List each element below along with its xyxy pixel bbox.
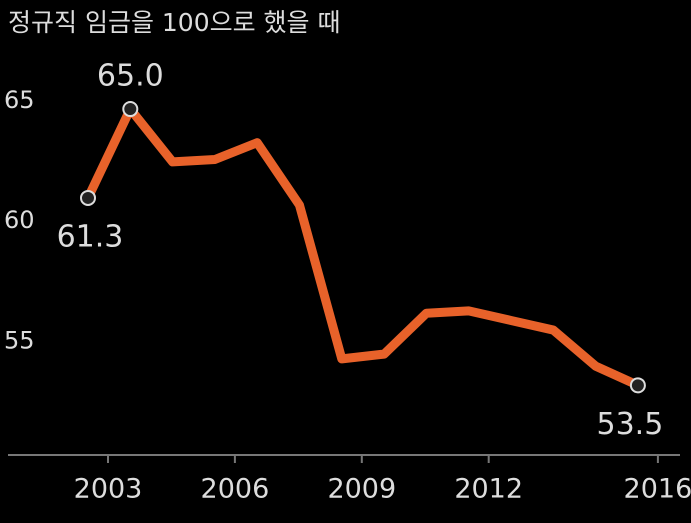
x-tick-label: 2009 [327,474,396,505]
y-tick-label: 60 [4,206,35,234]
point-marker [629,377,646,394]
x-tick-label: 2003 [74,474,143,505]
point-marker [122,101,139,118]
y-tick-label: 55 [4,326,35,354]
line [83,104,640,390]
point-marker [80,189,96,206]
data-label: 61.3 [57,219,124,254]
chart-title: 정규직 임금을 100으로 했을 때 [8,8,341,37]
x-tick-label: 2006 [201,474,270,505]
y-tick-label: 65 [4,86,35,114]
data-label: 53.5 [597,407,664,442]
x-tick-label: 2012 [454,474,523,505]
data-label: 65.0 [97,59,164,94]
x-tick-label: 2016 [624,474,691,505]
